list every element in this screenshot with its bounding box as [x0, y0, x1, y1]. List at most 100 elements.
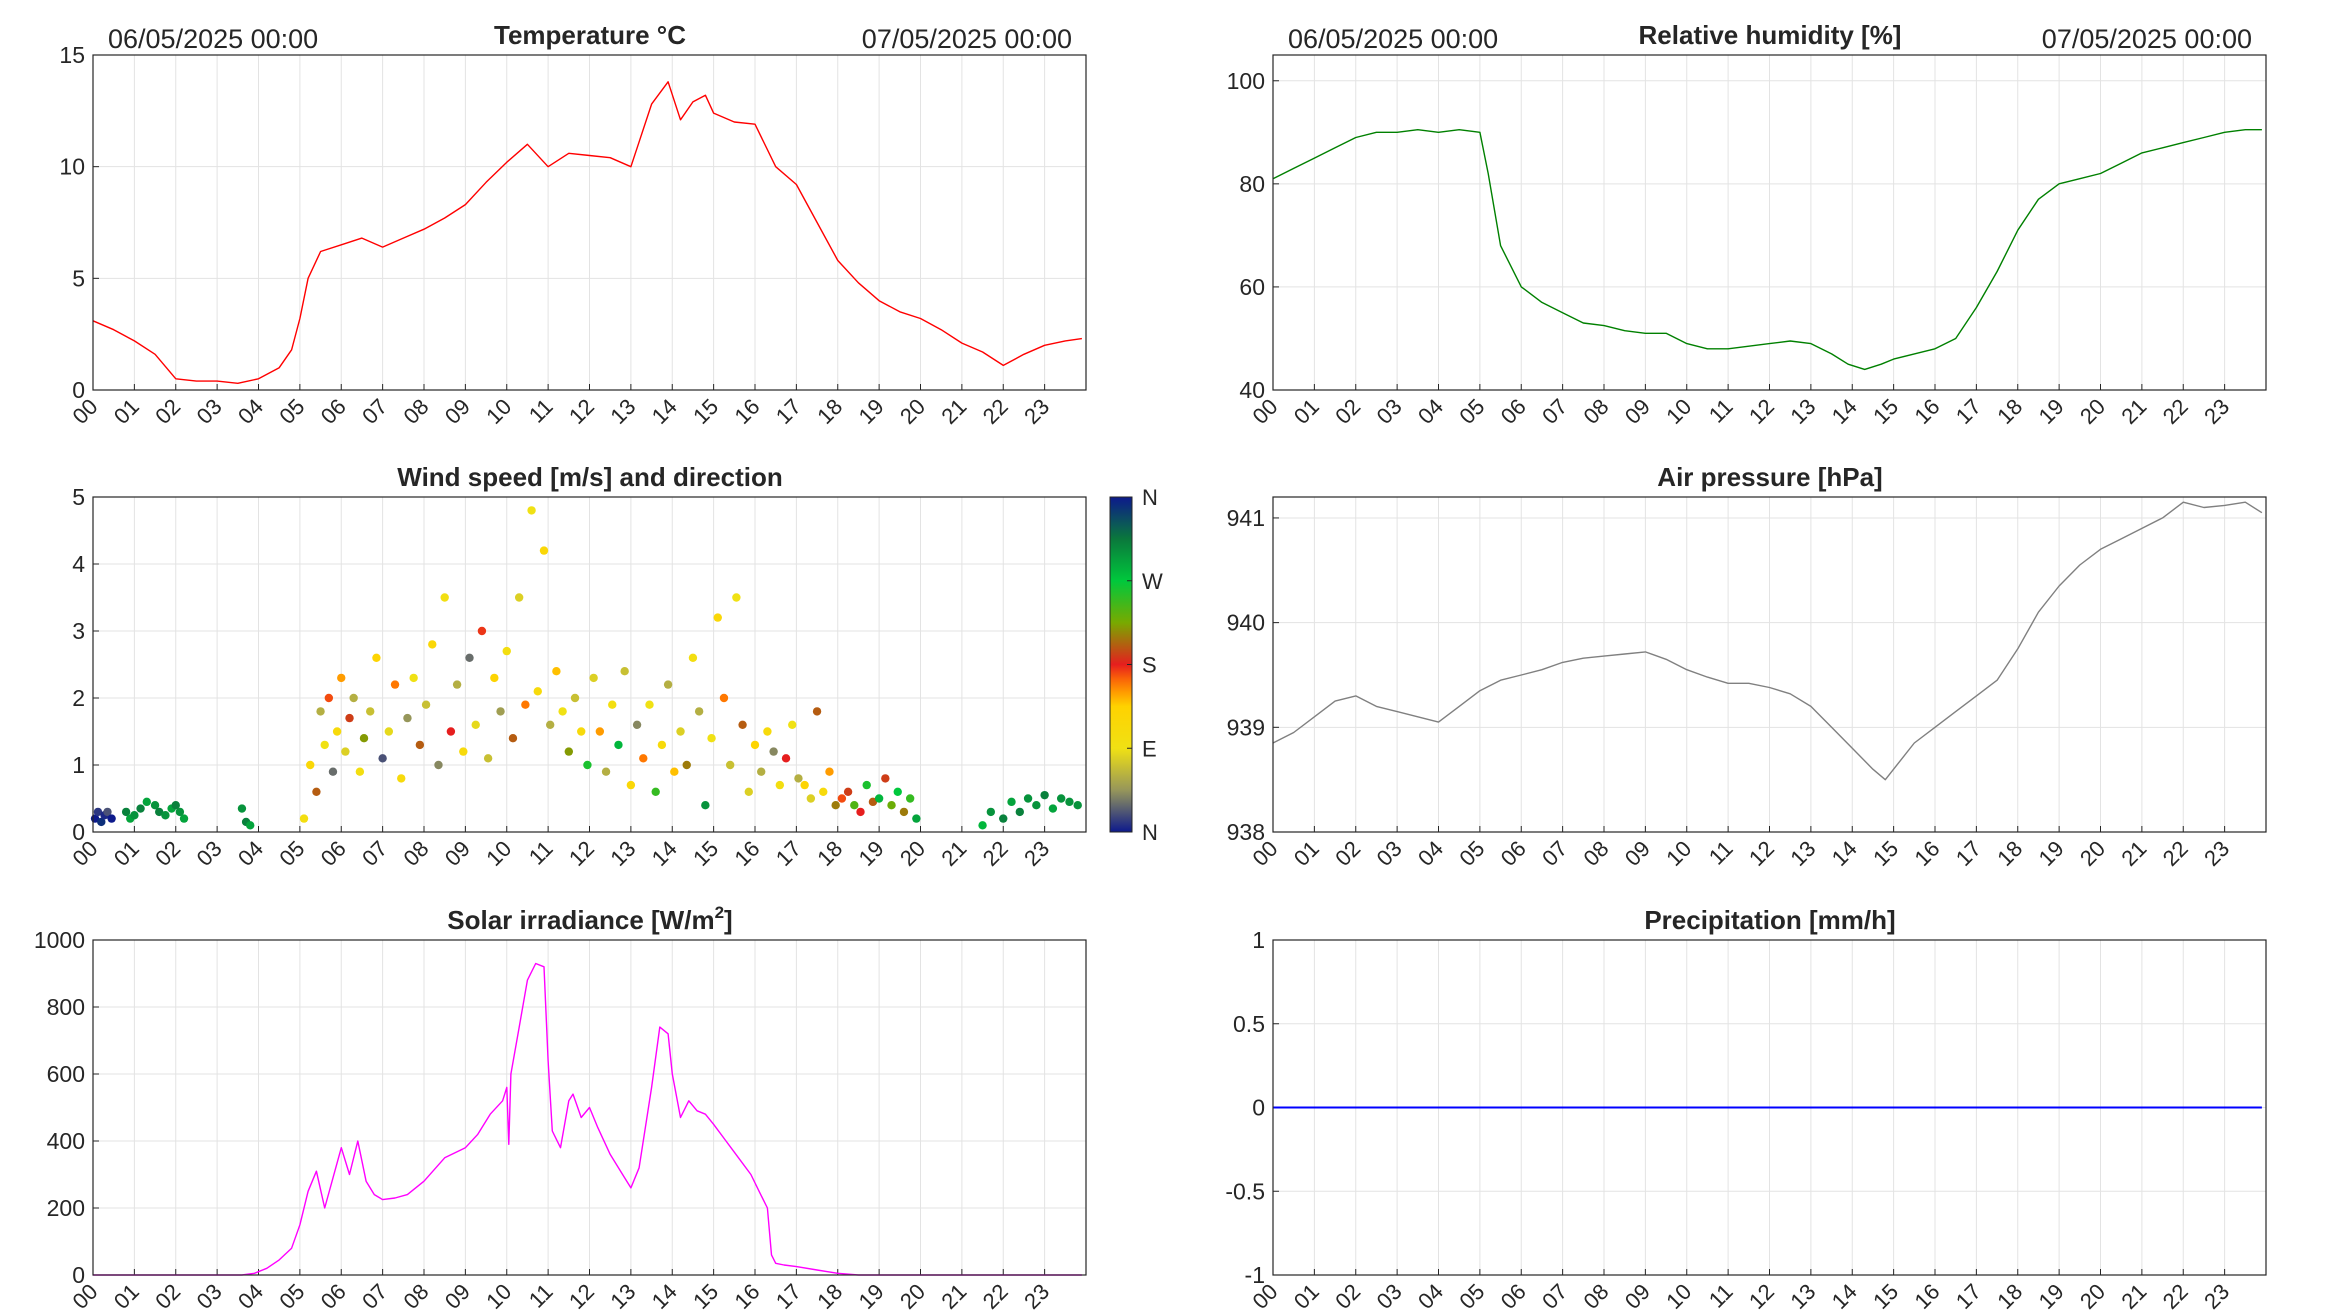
wind-point	[155, 807, 164, 817]
humidity-y-tick-label: 60	[1239, 274, 1265, 300]
wind-point	[403, 713, 412, 723]
pressure-x-tick-label: 21	[2116, 836, 2151, 871]
temperature-x-tick-label: 15	[688, 394, 723, 429]
wind-point	[707, 734, 716, 743]
wind-point	[744, 787, 753, 796]
humidity-title: Relative humidity [%]	[1639, 20, 1902, 50]
precipitation-y-tick-label: -1	[1245, 1262, 1265, 1288]
wind-point	[179, 814, 189, 823]
temperature-x-tick-label: 22	[978, 394, 1013, 429]
pressure-x-tick-label: 16	[1910, 836, 1945, 871]
wind-point	[1065, 797, 1074, 807]
wind-x-tick-label: 05	[274, 836, 309, 871]
solar-x-tick-label: 10	[481, 1279, 516, 1313]
wind-point	[142, 797, 151, 807]
wind-point	[359, 734, 369, 743]
wind-direction-colorbar: N E S W N	[1109, 485, 1163, 845]
temperature-x-tick-label: 05	[274, 394, 309, 429]
wind-point	[887, 801, 896, 810]
pressure-x-tick-label: 17	[1951, 836, 1986, 871]
pressure-x-tick-label: 12	[1744, 836, 1779, 871]
solar-y-tick-label: 800	[47, 994, 85, 1020]
humidity-x-tick-label: 18	[1992, 394, 2027, 429]
wind-point	[1040, 790, 1049, 800]
pressure-x-tick-label: 03	[1372, 836, 1407, 871]
temperature-x-tick-label: 14	[647, 394, 682, 429]
wind-point	[732, 593, 741, 602]
wind-point	[130, 811, 139, 820]
wind-point	[477, 626, 487, 636]
humidity-y-tick-label: 100	[1227, 68, 1265, 94]
pressure-x-tick-label: 07	[1537, 836, 1572, 871]
wind-point	[161, 811, 170, 820]
pressure-panel: Air pressure [hPa] 00 01 02 03 04 05 06 07 08 09 1…	[1227, 462, 2267, 871]
wind-point	[490, 673, 499, 683]
precipitation-y-tick-label: 0	[1252, 1095, 1265, 1121]
pressure-x-tick-label: 23	[2199, 836, 2234, 871]
humidity-x-tick-label: 06	[1496, 394, 1531, 429]
colorbar-label: E	[1142, 736, 1157, 761]
wind-x-tick-label: 22	[978, 836, 1013, 871]
humidity-x-tick-label: 10	[1661, 394, 1696, 429]
wind-point	[452, 680, 462, 689]
wind-axes-frame	[92, 496, 1087, 833]
humidity-date-end: 07/05/2025 00:00	[2042, 24, 2252, 54]
solar-x-tick-label: 03	[192, 1279, 227, 1313]
wind-point	[175, 807, 185, 817]
wind-point	[682, 760, 691, 770]
humidity-x-tick-label: 05	[1454, 394, 1489, 429]
wind-point	[651, 787, 660, 796]
wind-point	[837, 794, 847, 803]
precipitation-x-tick-label: 08	[1579, 1279, 1614, 1313]
pressure-x-tick-label: 19	[2034, 836, 2069, 871]
pressure-x-tick-label: 20	[2075, 836, 2110, 871]
precipitation-y-tick-label: -0.5	[1225, 1178, 1265, 1204]
wind-point	[349, 693, 358, 703]
wind-point	[320, 740, 329, 750]
wind-point	[107, 814, 116, 823]
wind-point	[676, 727, 685, 736]
temperature-x-tick-label: 06	[316, 394, 351, 429]
wind-x-tick-label: 04	[233, 836, 268, 871]
pressure-x-tick-label: 08	[1579, 836, 1614, 871]
wind-point	[750, 740, 760, 750]
wind-point	[332, 727, 342, 736]
humidity-x-tick-label: 01	[1289, 394, 1324, 429]
temperature-x-tick-label: 08	[399, 394, 434, 429]
solar-x-tick-label: 02	[150, 1279, 185, 1313]
solar-x-tick-label: 09	[440, 1279, 475, 1313]
wind-point	[345, 713, 354, 723]
wind-point	[905, 794, 915, 803]
precipitation-x-tick-label: 14	[1827, 1279, 1862, 1313]
colorbar-label: N	[1142, 820, 1158, 845]
temperature-title: Temperature °C	[494, 20, 686, 50]
wind-point	[763, 727, 772, 736]
solar-x-tick-label: 22	[978, 1279, 1013, 1313]
temperature-series-line	[92, 81, 1082, 384]
wind-point	[1032, 801, 1041, 810]
wind-point	[862, 780, 871, 790]
temperature-date-start: 06/05/2025 00:00	[108, 24, 318, 54]
wind-point	[502, 646, 511, 656]
wind-point	[384, 727, 394, 736]
wind-point	[812, 707, 822, 716]
wind-point	[1056, 794, 1066, 803]
wind-point	[794, 774, 803, 783]
wind-point	[150, 801, 160, 810]
solar-x-tick-label: 17	[771, 1279, 806, 1313]
humidity-x-tick-label: 02	[1330, 394, 1365, 429]
pressure-x-tick-label: 10	[1661, 836, 1696, 871]
wind-x-tick-label: 02	[150, 836, 185, 871]
wind-point	[341, 747, 350, 756]
precipitation-x-tick-label: 17	[1951, 1279, 1986, 1313]
wind-point	[978, 821, 987, 830]
humidity-panel: 06/05/2025 00:00 07/05/2025 00:00 Relati…	[1227, 20, 2267, 429]
precipitation-axes-frame	[1272, 939, 2267, 1276]
humidity-x-tick-label: 12	[1744, 394, 1779, 429]
wind-point	[237, 804, 247, 813]
wind-y-tick-label: 3	[72, 618, 85, 644]
solar-x-tick-label: 21	[936, 1279, 971, 1313]
wind-point	[93, 807, 103, 817]
humidity-x-tick-label: 13	[1785, 394, 1820, 429]
solar-x-tick-label: 23	[1019, 1279, 1054, 1313]
